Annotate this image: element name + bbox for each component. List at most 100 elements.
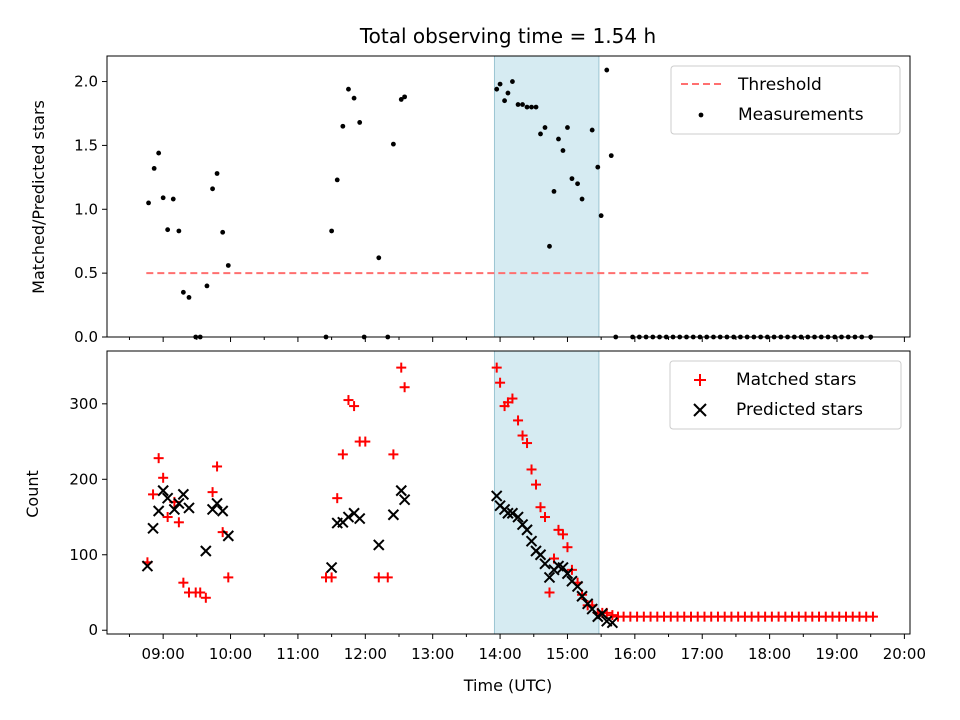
predicted-star-stroke [506, 507, 519, 519]
matched-star-point [212, 461, 223, 472]
x-tick-label: 14:00 [478, 645, 521, 663]
matched-star-point [223, 572, 234, 583]
bottom-y-axis-label: Count [23, 470, 42, 518]
measurement-point [579, 196, 585, 202]
top-y-tick-label: 0.0 [74, 328, 98, 346]
measurement-point [398, 97, 404, 102]
measurement-point [502, 98, 507, 104]
measurement-point [160, 195, 166, 201]
measurement-point [186, 295, 192, 300]
predicted-star-point [512, 511, 524, 523]
predicted-star-stroke [491, 490, 503, 502]
predicted-star-stroke [521, 524, 533, 536]
measurement-point [210, 186, 215, 192]
x-tick-label: 17:00 [681, 645, 724, 663]
predicted-star-stroke [211, 497, 223, 510]
measurement-point [533, 104, 539, 110]
matched-star-point [162, 512, 173, 523]
predicted-star-point [168, 503, 181, 516]
bottom-plot-frame [106, 350, 911, 635]
predicted-star-point [353, 512, 366, 525]
matched-star-point [148, 489, 159, 500]
predicted-star-stroke [534, 549, 547, 561]
measurement-point [176, 228, 182, 234]
measurement-point [551, 188, 557, 194]
predicted-star-stroke [525, 535, 538, 547]
matched-star-point [396, 362, 407, 373]
predicted-star-stroke [152, 505, 165, 517]
matched-star-point [531, 479, 542, 490]
measurement-point [334, 177, 340, 183]
measurement-point [538, 131, 543, 137]
matched-legend-swatch [694, 374, 706, 386]
bottom-y-tick-label: 200 [69, 470, 98, 488]
bottom-y-tick-label: 0 [88, 621, 98, 639]
predicted-star-stroke [539, 558, 551, 570]
top-legend: Threshold Measurements [670, 65, 901, 135]
measurement-point [225, 263, 231, 268]
predicted-star-stroke [177, 488, 190, 501]
bottom-legend: Matched stars Predicted stars [669, 360, 902, 430]
predicted-star-stroke [183, 502, 195, 514]
measurement-point [598, 213, 604, 219]
matched-star-point [522, 438, 533, 449]
measurement-point [357, 120, 363, 125]
predicted-star-point [177, 488, 190, 501]
predicted-star-stroke [353, 512, 366, 525]
predicted-legend-swatch [693, 403, 707, 417]
predicted-star-point [606, 616, 619, 629]
predicted-star-point [157, 484, 169, 497]
matched-star-point [491, 362, 502, 373]
matched-star-point [607, 610, 618, 621]
top-y-tick-label: 1.0 [74, 200, 98, 218]
predicted-star-point [216, 505, 229, 517]
x-tick-label: 10:00 [209, 645, 252, 663]
measurement-point [575, 181, 580, 187]
threshold-legend-label: Threshold [737, 75, 822, 95]
top-y-tick-label: 0.5 [74, 264, 98, 282]
predicted-star-stroke [147, 522, 159, 535]
matched-star-point [867, 611, 878, 622]
predicted-star-stroke [216, 505, 229, 517]
predicted-star-stroke [398, 493, 411, 506]
predicted-star-stroke [200, 545, 212, 557]
predicted-star-stroke [601, 615, 613, 627]
predicted-star-point [398, 493, 411, 506]
matched-star-point [513, 415, 524, 426]
predicted-star-stroke [561, 567, 574, 580]
bottom-panel: 0 100 200 300 09:00 10:00 11:00 12:00 13:00 14:0… [23, 350, 926, 695]
predicted-star-stroke [325, 561, 338, 574]
predicted-star-point [534, 549, 547, 561]
measurement-point [542, 125, 548, 130]
matched-star-point [326, 572, 337, 583]
measurement-point [340, 123, 346, 129]
predicted-star-stroke [596, 607, 608, 620]
x-axis-label: Time (UTC) [463, 676, 552, 695]
top-legend-box [670, 65, 901, 135]
measurement-point [170, 196, 176, 202]
predicted-star-point [557, 561, 569, 574]
predicted-star-stroke [512, 511, 524, 523]
x-tick-label: 16:00 [613, 645, 656, 663]
predicted-star-stroke [206, 503, 219, 516]
predicted-star-stroke [141, 560, 154, 572]
measurement-point [146, 200, 151, 206]
predicted-star-stroke [543, 571, 556, 584]
predicted-star-point [373, 539, 385, 551]
matched-star-point [332, 493, 343, 504]
matched-star-point [200, 592, 211, 603]
predicted-star-point [539, 558, 551, 570]
predicted-star-stroke [387, 509, 400, 521]
measurement-point [165, 227, 171, 233]
predicted-star-point [561, 567, 574, 580]
predicted-star-point [152, 505, 165, 517]
predicted-star-point [161, 492, 174, 504]
predicted-star-stroke [173, 497, 185, 510]
predicted-star-point [596, 607, 608, 620]
measurements-legend-label: Measurements [738, 105, 864, 125]
bottom-x-ticks: 09:00 10:00 11:00 12:00 13:00 14:00 15:00 16:00… [128, 634, 926, 663]
matched-star-point [540, 512, 550, 523]
matched-star-point [158, 472, 169, 483]
predicted-star-point [222, 530, 234, 542]
predicted-star-point [525, 535, 538, 547]
